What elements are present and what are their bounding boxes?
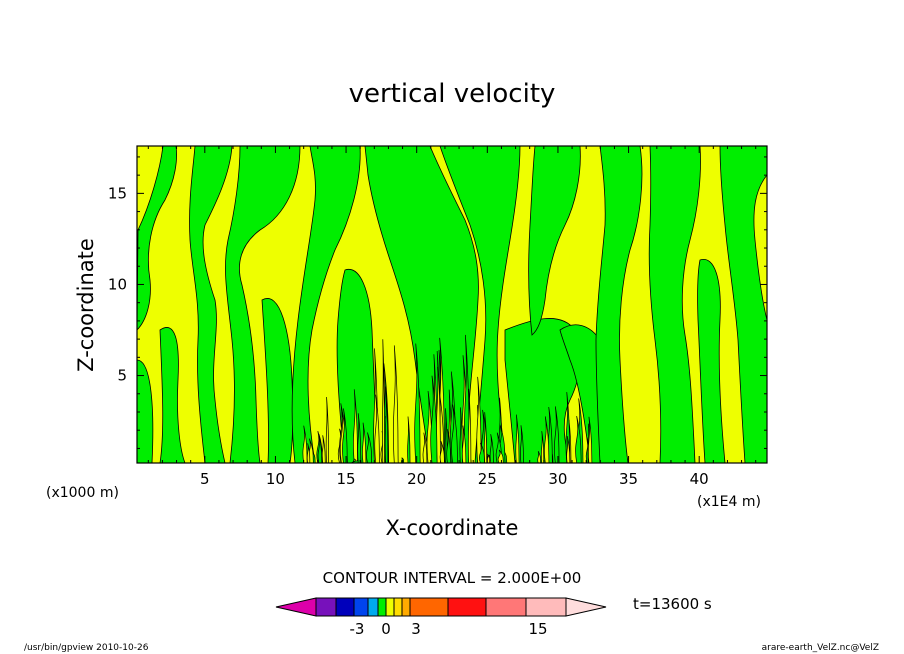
turbulent-filament (357, 413, 362, 463)
turbulent-filament (430, 375, 438, 463)
contour-field (137, 146, 767, 463)
x-tick-label: 15 (337, 470, 356, 488)
colorbar-cell (565, 597, 607, 617)
turbulent-filament (554, 406, 560, 463)
turbulent-filament (407, 416, 411, 463)
negative-region (261, 298, 294, 463)
colorbar-cell (385, 597, 395, 617)
colorbar-cell (315, 597, 337, 617)
colorbar-cell (335, 597, 355, 617)
turbulent-filament (467, 388, 472, 463)
colorbar-cell (393, 597, 403, 617)
colorbar-cell (377, 597, 387, 617)
turbulent-filament (374, 394, 380, 463)
y-axis: 5 10 15 (108, 156, 767, 449)
turbulent-filament (422, 432, 428, 463)
x-tick-label: 5 (200, 470, 210, 488)
chart-title: vertical velocity (349, 79, 556, 109)
turbulent-filament (483, 412, 488, 463)
negative-region (189, 146, 233, 463)
colorbar: -3 0 3 15 (275, 597, 607, 638)
small-scale-contours (302, 334, 593, 463)
colorbar-cell (401, 597, 411, 617)
colorbar-tick-label: 15 (528, 620, 547, 638)
contour-interval-text: CONTOUR INTERVAL = 2.000E+00 (323, 569, 582, 587)
negative-region (439, 146, 521, 463)
turbulent-filament (519, 425, 524, 463)
x-tick-label: 25 (478, 470, 497, 488)
colorbar-time-label: t=13600 s (633, 595, 712, 613)
colorbar-tick-label: 0 (381, 620, 391, 638)
turbulent-filament (382, 339, 385, 463)
turbulent-filament (366, 432, 373, 463)
colorbar-cell (409, 597, 449, 617)
turbulent-filament (479, 442, 485, 463)
negative-region (719, 146, 767, 463)
turbulent-filament (544, 416, 550, 463)
colorbar-cell (447, 597, 487, 617)
turbulent-filament (351, 460, 359, 463)
colorbar-tick-label: -3 (350, 620, 365, 638)
turbulent-filament (489, 434, 494, 463)
negative-region (137, 146, 177, 331)
colorbar-cell (353, 597, 369, 617)
x-tick-label: 10 (266, 470, 285, 488)
turbulent-filament (342, 408, 348, 463)
turbulent-filament (446, 429, 452, 463)
x-axis: 5 10 15 20 25 30 35 40 (147, 146, 757, 488)
turbulent-filament (497, 449, 504, 463)
plot-frame (136, 145, 768, 464)
turbulent-filament (306, 443, 311, 463)
turbulent-filament (587, 416, 593, 463)
negative-region (648, 146, 701, 463)
colorbar-cell (485, 597, 527, 617)
turbulent-filament (384, 386, 389, 463)
colorbar-cell (275, 597, 317, 617)
x-unit-right: (x1E4 m) (697, 494, 761, 510)
turbulent-filament (393, 345, 399, 463)
turbulent-filament (537, 451, 541, 463)
y-tick-label: 5 (117, 367, 127, 385)
y-axis-label: Z-coordinate (74, 238, 98, 372)
turbulent-filament (414, 343, 421, 463)
colorbar-cell (367, 597, 379, 617)
turbulent-filament (515, 414, 520, 463)
y-tick-label: 15 (108, 184, 127, 202)
turbulent-filament (325, 396, 330, 463)
x-tick-label: 40 (690, 470, 709, 488)
x-tick-label: 20 (407, 470, 426, 488)
colorbar-tick-label: 3 (411, 620, 421, 638)
footer-right: arare-earth_VelZ.nc@VelZ (762, 643, 879, 653)
negative-region (225, 146, 301, 463)
turbulent-filament (451, 404, 458, 463)
turbulent-filament (461, 425, 467, 463)
x-axis-label: X-coordinate (386, 516, 519, 540)
negative-region (504, 318, 581, 463)
negative-region (159, 327, 186, 463)
turbulent-filament (540, 431, 545, 463)
turbulent-filament (317, 435, 323, 463)
turbulent-filament (362, 422, 367, 463)
colorbar-cell (525, 597, 567, 617)
turbulent-filament (439, 441, 445, 463)
turbulent-filament (575, 415, 582, 463)
footer-left: /usr/bin/gpview 2010-10-26 (24, 643, 149, 653)
turbulent-filament (566, 435, 571, 463)
x-tick-label: 35 (619, 470, 638, 488)
x-tick-label: 30 (548, 470, 567, 488)
y-tick-label: 10 (108, 275, 127, 293)
negative-region (528, 146, 581, 336)
x-unit-left: (x1000 m) (46, 485, 119, 501)
